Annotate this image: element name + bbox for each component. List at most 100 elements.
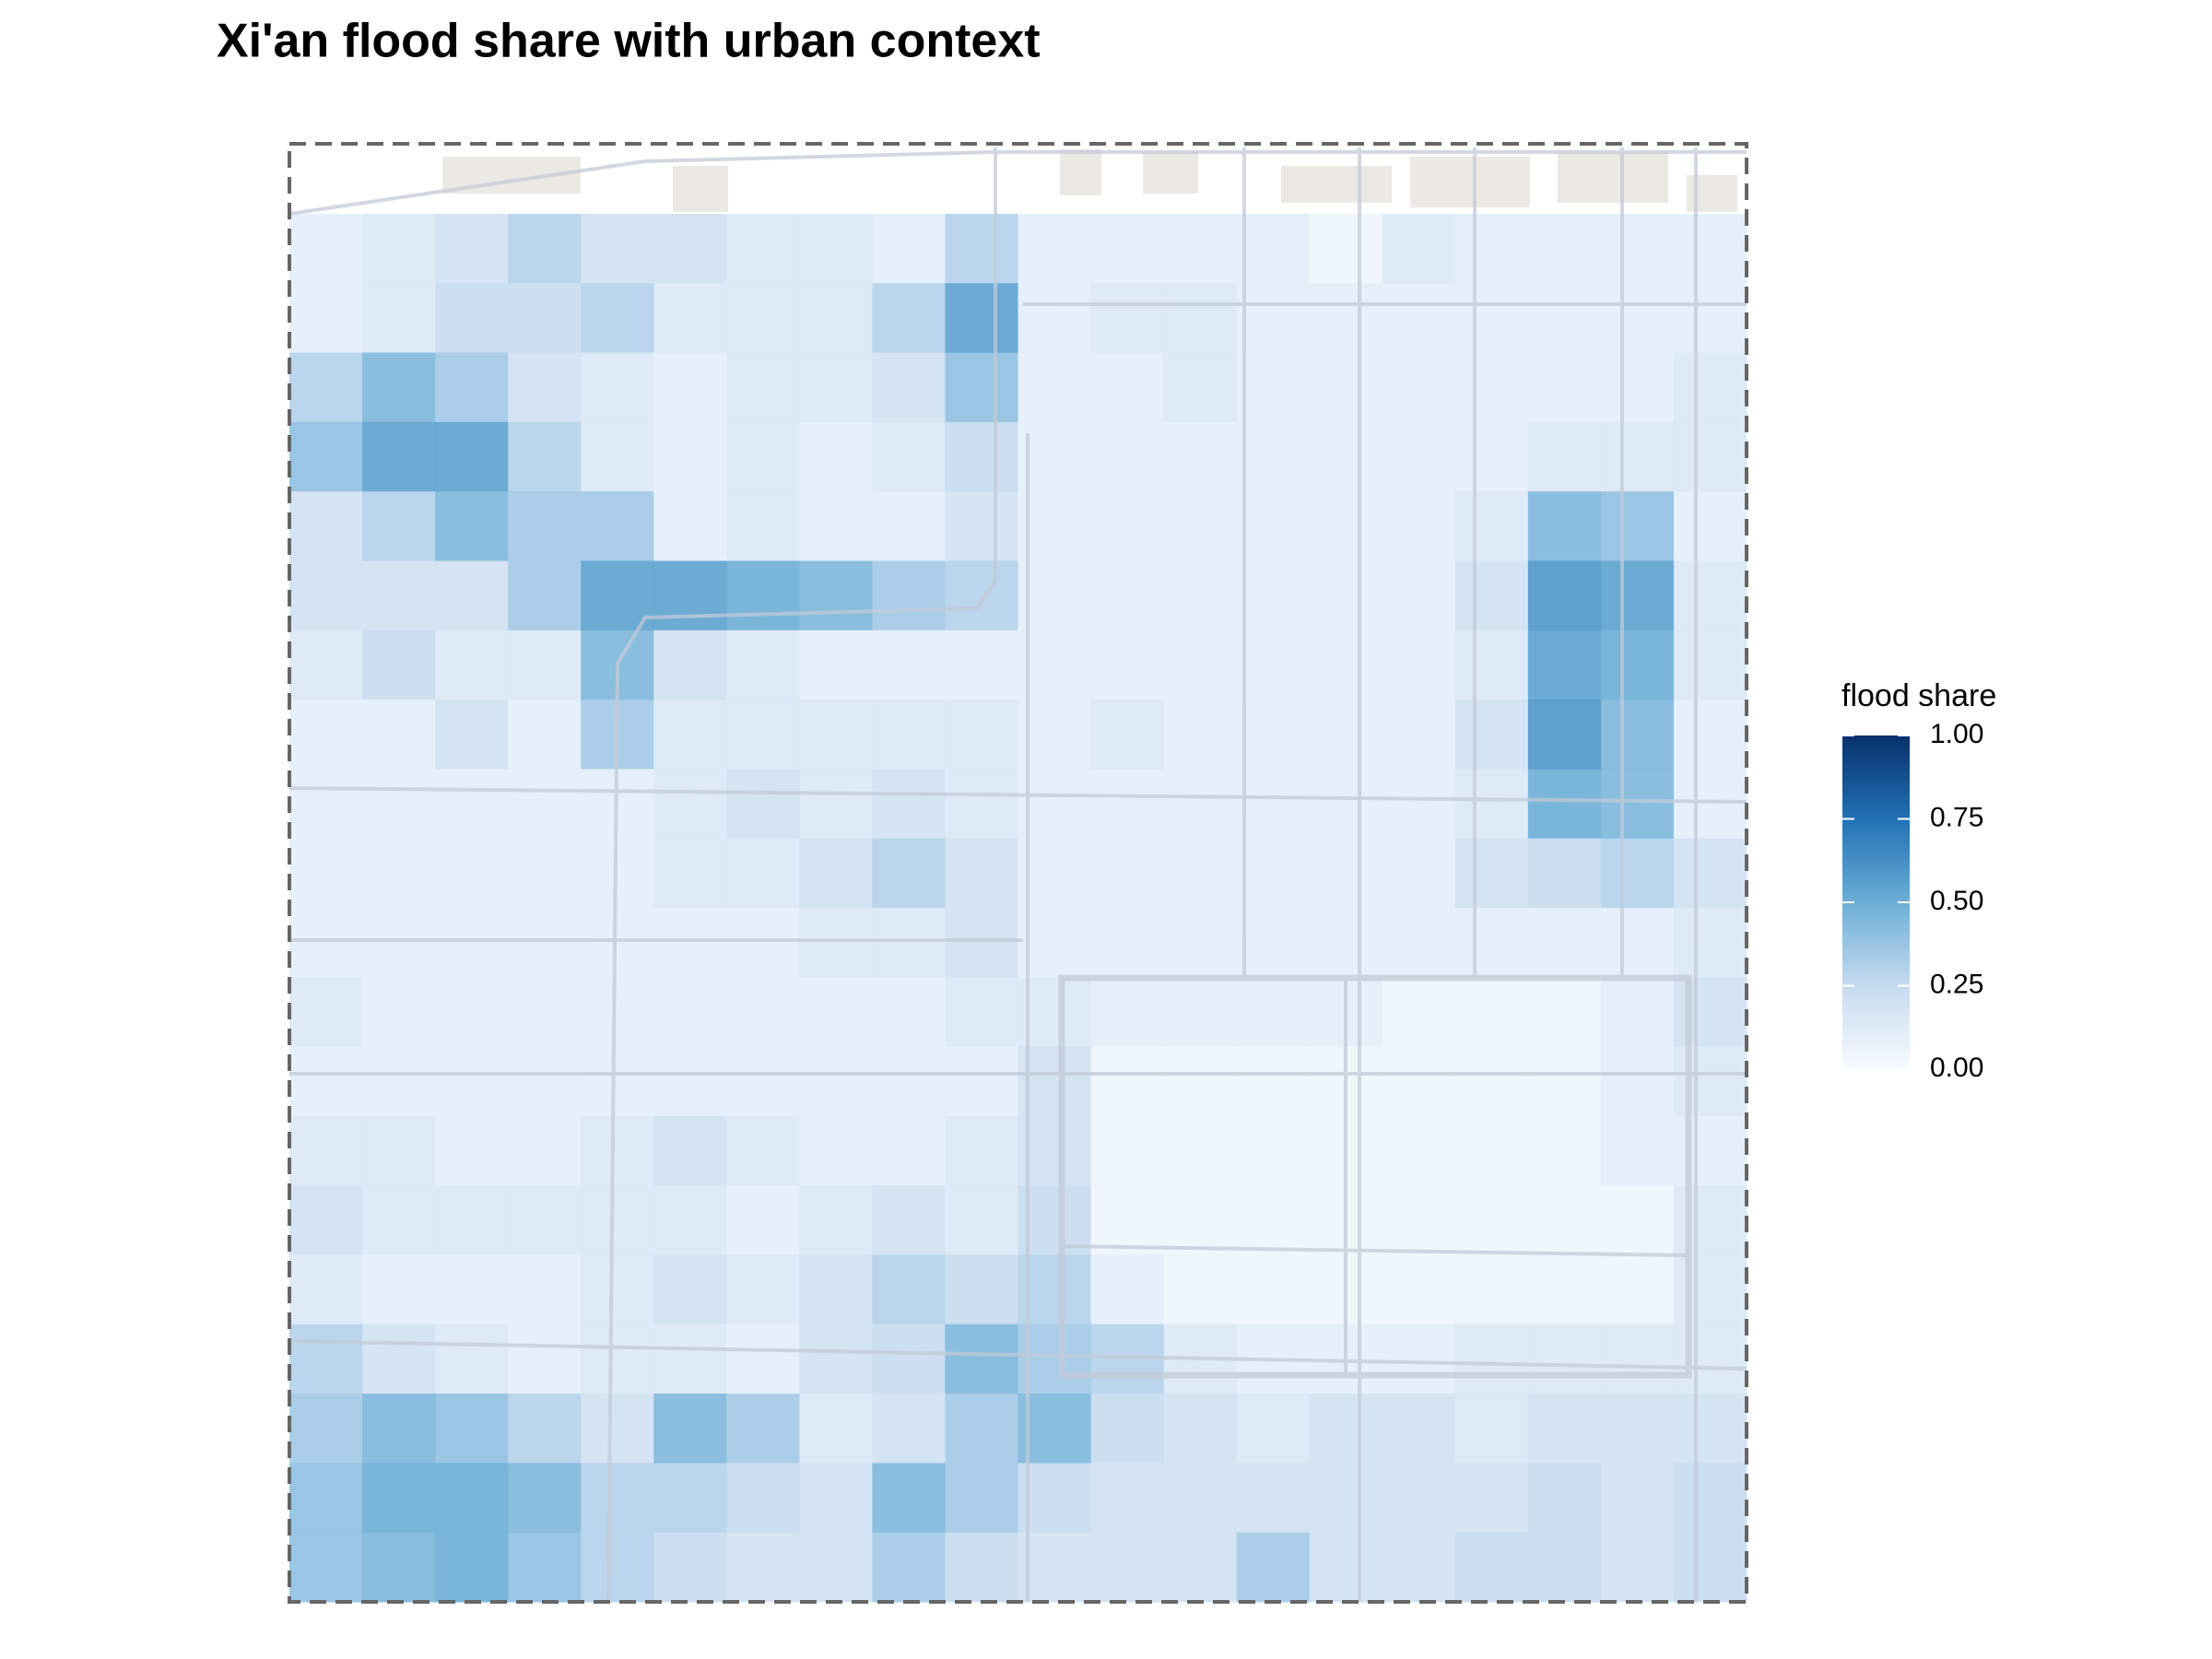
raster-cell [508, 1324, 582, 1394]
raster-cell [1454, 1254, 1529, 1325]
raster-cell [435, 421, 509, 492]
raster-cell [289, 1394, 363, 1464]
raster-cell [1382, 1254, 1456, 1325]
raster-cell [1018, 977, 1092, 1048]
raster-cell [435, 1046, 509, 1117]
raster-cell [1236, 491, 1311, 561]
raster-cell [1673, 1532, 1747, 1603]
raster-cell [508, 700, 582, 770]
legend-tick-label: 1.00 [1930, 719, 1983, 749]
raster-cell [726, 214, 800, 284]
raster-cell [726, 838, 800, 909]
raster-cell [1163, 908, 1238, 978]
raster-cell [435, 1463, 509, 1534]
raster-cell [1163, 629, 1238, 700]
raster-cell [1236, 214, 1311, 284]
raster-cell [1163, 1463, 1238, 1534]
raster-cell [362, 1115, 436, 1186]
raster-cell [508, 908, 582, 978]
raster-cell [1527, 1254, 1602, 1325]
raster-cell [1673, 1254, 1747, 1325]
legend-title: flood share [1841, 678, 1996, 713]
raster-cell [653, 700, 727, 770]
raster-cell [1090, 629, 1165, 700]
raster-cell [872, 1185, 946, 1255]
raster-cell [1090, 283, 1165, 354]
raster-cell [508, 283, 582, 354]
raster-cell [1382, 700, 1456, 770]
raster-cell [1454, 352, 1529, 423]
raster-cell [581, 1394, 654, 1464]
map-border [288, 142, 1748, 1604]
raster-cell [1673, 352, 1747, 423]
raster-cell [1018, 214, 1092, 284]
raster-cell [362, 352, 436, 423]
raster-cell [1163, 214, 1238, 284]
raster-cell [1382, 1185, 1456, 1255]
raster-cell [1600, 560, 1675, 631]
raster-cell [1018, 1254, 1092, 1325]
raster-cell [1018, 421, 1092, 492]
raster-cell [945, 491, 1018, 561]
raster-cell [1018, 1185, 1092, 1255]
raster-cell [1163, 491, 1238, 561]
raster-cell [362, 1532, 436, 1603]
raster-cell [1382, 283, 1456, 354]
raster-cell [1673, 491, 1747, 561]
raster-cell [289, 352, 363, 423]
raster-cell [289, 838, 363, 909]
raster-cell [726, 908, 800, 978]
raster-cell [1454, 1324, 1529, 1394]
raster-cell [581, 1532, 654, 1603]
raster-cell [435, 560, 509, 631]
raster-cell [945, 1532, 1018, 1603]
raster-cell [726, 1185, 800, 1255]
raster-cell [872, 977, 946, 1048]
flood-raster [289, 214, 1747, 1603]
raster-cell [1236, 1046, 1311, 1117]
raster-cell [653, 283, 727, 354]
raster-cell [1454, 1394, 1529, 1464]
raster-cell [1018, 1394, 1092, 1464]
raster-cell [799, 838, 873, 909]
raster-cell [581, 283, 654, 354]
raster-cell [1673, 629, 1747, 700]
raster-cell [945, 560, 1018, 631]
raster-cell [362, 283, 436, 354]
raster-cell [1673, 977, 1747, 1048]
raster-cell [289, 1254, 363, 1325]
raster-cell [726, 1254, 800, 1325]
raster-cell [1600, 908, 1675, 978]
raster-cell [653, 214, 727, 284]
raster-cell [1600, 491, 1675, 561]
raster-cell [1382, 352, 1456, 423]
raster-cell [289, 214, 363, 284]
raster-cell [945, 1046, 1018, 1117]
raster-cell [872, 214, 946, 284]
raster-cell [1018, 1046, 1092, 1117]
raster-cell [1600, 214, 1675, 284]
raster-cell [726, 629, 800, 700]
raster-cell [508, 1254, 582, 1325]
raster-cell [581, 352, 654, 423]
raster-cell [1163, 283, 1238, 354]
raster-cell [1600, 421, 1675, 492]
raster-cell [872, 421, 946, 492]
raster-cell [1018, 1532, 1092, 1603]
raster-cell [726, 352, 800, 423]
raster-cell [1673, 769, 1747, 840]
raster-cell [872, 1046, 946, 1117]
raster-cell [1236, 283, 1311, 354]
raster-cell [1527, 1185, 1602, 1255]
raster-cell [1454, 491, 1529, 561]
raster-cell [872, 1394, 946, 1464]
raster-cell [362, 629, 436, 700]
raster-cell [435, 977, 509, 1048]
raster-cell [799, 1532, 873, 1603]
raster-cell [1090, 1115, 1165, 1186]
raster-cell [1527, 560, 1602, 631]
raster-cell [1236, 1394, 1311, 1464]
raster-cell [1527, 1046, 1602, 1117]
raster-cell [1382, 560, 1456, 631]
raster-cell [872, 491, 946, 561]
